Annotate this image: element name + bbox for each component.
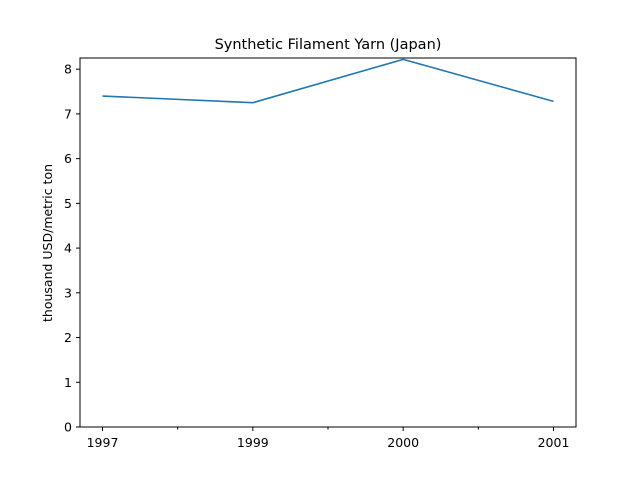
x-tick-label: 2001	[538, 435, 570, 450]
chart-title: Synthetic Filament Yarn (Japan)	[215, 37, 442, 53]
y-tick-label: 6	[64, 151, 72, 166]
y-tick-label: 1	[64, 375, 72, 390]
y-tick-label: 0	[64, 420, 72, 435]
y-tick-label: 5	[64, 196, 72, 211]
y-tick-label: 3	[64, 285, 72, 300]
x-tick-label: 1997	[87, 435, 119, 450]
y-tick-label: 4	[64, 241, 72, 256]
y-tick-label: 8	[64, 62, 72, 77]
y-tick-label: 2	[64, 330, 72, 345]
plot-frame	[79, 57, 577, 428]
x-tick-label: 2000	[387, 435, 419, 450]
y-axis: 0 1 2 3 4 5 6 7 8	[64, 62, 80, 435]
y-axis-label: thousand USD/metric ton	[40, 164, 55, 322]
y-tick-label: 7	[64, 106, 72, 121]
series-line	[102, 58, 554, 104]
series-layer	[102, 58, 554, 104]
x-tick-label: 1999	[237, 435, 269, 450]
x-axis: 1997 1999 2000 2001	[87, 427, 570, 450]
